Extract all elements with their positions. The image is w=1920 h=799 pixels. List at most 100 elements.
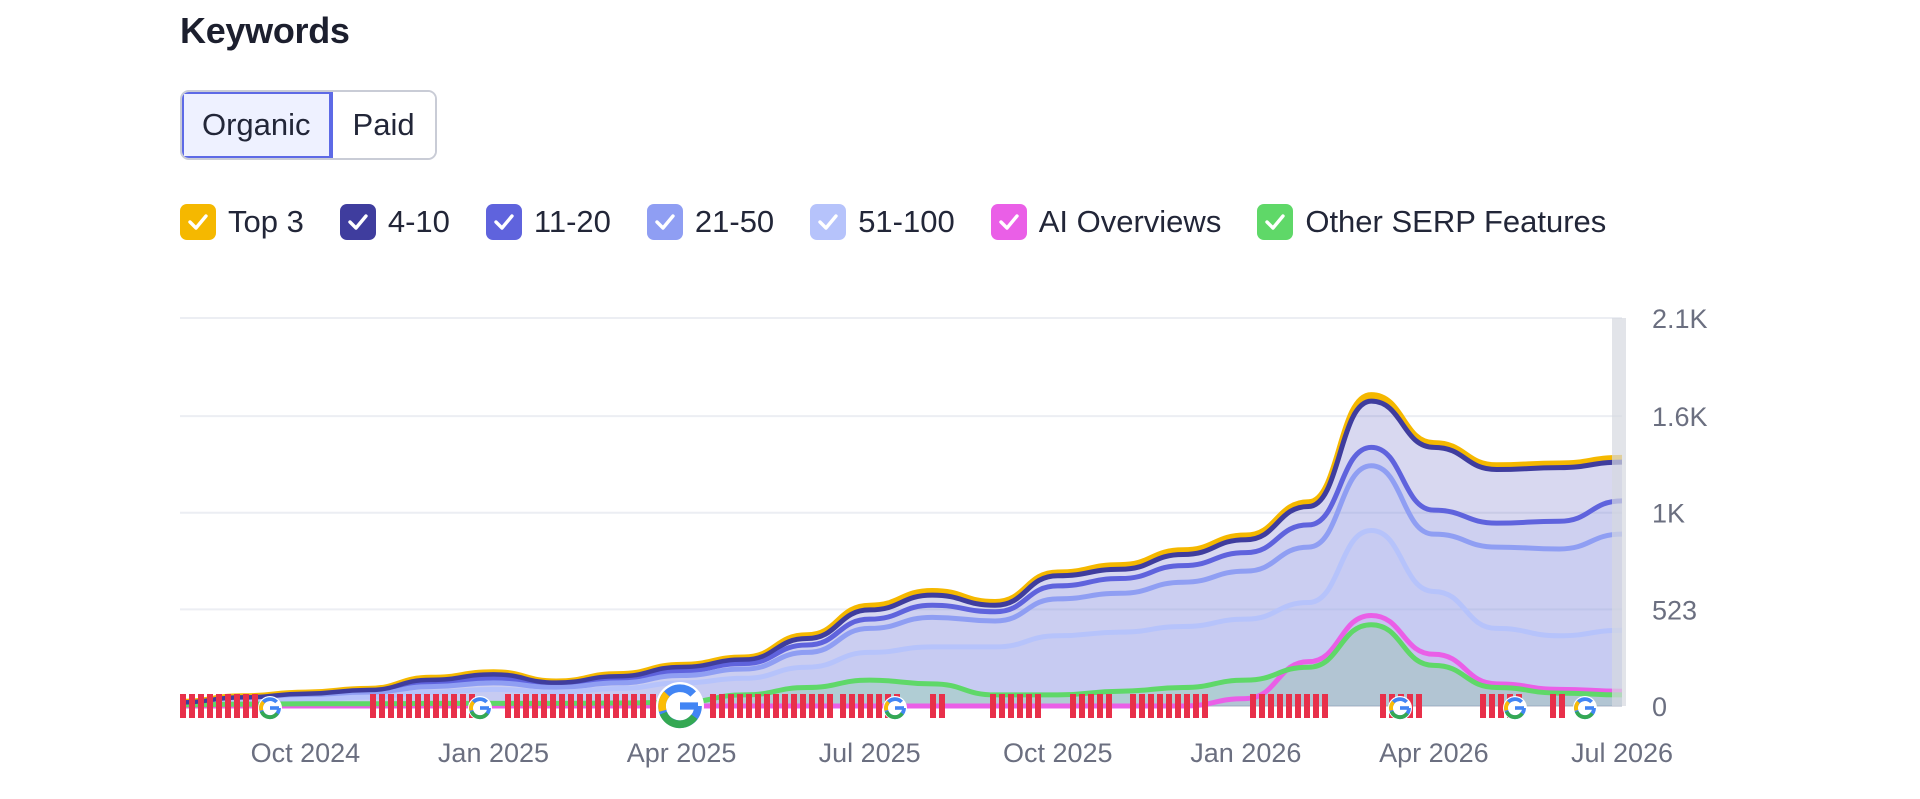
- update-flag[interactable]: [876, 694, 882, 718]
- update-flag[interactable]: [216, 694, 222, 718]
- update-flag[interactable]: [568, 694, 574, 718]
- update-flag[interactable]: [746, 694, 752, 718]
- update-flag[interactable]: [809, 694, 815, 718]
- update-flag[interactable]: [550, 694, 556, 718]
- update-flag[interactable]: [207, 694, 213, 718]
- checkbox-icon[interactable]: [990, 204, 1027, 240]
- checkbox-icon[interactable]: [646, 204, 683, 240]
- checkbox-icon[interactable]: [180, 204, 216, 240]
- checkbox-icon[interactable]: [339, 204, 376, 240]
- update-flag[interactable]: [180, 694, 186, 718]
- update-flag[interactable]: [379, 694, 385, 718]
- update-flag[interactable]: [243, 694, 249, 718]
- update-flag[interactable]: [773, 694, 779, 718]
- update-flag[interactable]: [800, 694, 806, 718]
- update-flag[interactable]: [710, 694, 716, 718]
- update-flag[interactable]: [1130, 694, 1136, 718]
- update-flag[interactable]: [442, 694, 448, 718]
- update-flag[interactable]: [424, 694, 430, 718]
- update-flag[interactable]: [1277, 694, 1283, 718]
- update-flag[interactable]: [755, 694, 761, 718]
- update-flag[interactable]: [1295, 694, 1301, 718]
- update-flag[interactable]: [604, 694, 610, 718]
- google-update-icon[interactable]: [1573, 696, 1597, 720]
- update-flag[interactable]: [939, 694, 945, 718]
- update-flag[interactable]: [719, 694, 725, 718]
- update-flag[interactable]: [1304, 694, 1310, 718]
- update-flag[interactable]: [990, 694, 996, 718]
- update-flag[interactable]: [737, 694, 743, 718]
- update-flag[interactable]: [1480, 694, 1486, 718]
- update-flag[interactable]: [252, 694, 258, 718]
- update-flag[interactable]: [650, 694, 656, 718]
- update-flag[interactable]: [1070, 694, 1076, 718]
- update-flag[interactable]: [1017, 694, 1023, 718]
- update-flag[interactable]: [764, 694, 770, 718]
- update-flag[interactable]: [1035, 694, 1041, 718]
- update-flag[interactable]: [999, 694, 1005, 718]
- legend-11-20[interactable]: 11-20: [485, 204, 611, 240]
- update-flag[interactable]: [1157, 694, 1163, 718]
- update-flag[interactable]: [1416, 694, 1422, 718]
- update-flag[interactable]: [1193, 694, 1199, 718]
- update-flag[interactable]: [1313, 694, 1319, 718]
- google-update-icon[interactable]: [468, 696, 492, 720]
- google-update-icon[interactable]: [1503, 696, 1527, 720]
- update-flag[interactable]: [189, 694, 195, 718]
- update-flag[interactable]: [1489, 694, 1495, 718]
- update-flag[interactable]: [397, 694, 403, 718]
- update-flag[interactable]: [818, 694, 824, 718]
- update-flag[interactable]: [505, 694, 511, 718]
- update-flag[interactable]: [1026, 694, 1032, 718]
- legend-21-50[interactable]: 21-50: [646, 204, 774, 240]
- update-flag[interactable]: [1380, 694, 1386, 718]
- update-flag[interactable]: [1106, 694, 1112, 718]
- update-flag[interactable]: [782, 694, 788, 718]
- update-flag[interactable]: [728, 694, 734, 718]
- legend-4-10[interactable]: 4-10: [339, 204, 450, 240]
- legend-51-100[interactable]: 51-100: [810, 204, 955, 240]
- checkbox-icon[interactable]: [485, 204, 522, 240]
- update-flag[interactable]: [613, 694, 619, 718]
- update-flag[interactable]: [1079, 694, 1085, 718]
- update-flag[interactable]: [930, 694, 936, 718]
- update-flag[interactable]: [523, 694, 529, 718]
- update-flag[interactable]: [1268, 694, 1274, 718]
- update-flag[interactable]: [840, 694, 846, 718]
- checkbox-icon[interactable]: [810, 204, 847, 240]
- update-flag[interactable]: [451, 694, 457, 718]
- update-flag[interactable]: [532, 694, 538, 718]
- google-update-icon[interactable]: [1388, 696, 1412, 720]
- update-flag[interactable]: [433, 694, 439, 718]
- update-flag[interactable]: [849, 694, 855, 718]
- update-flag[interactable]: [577, 694, 583, 718]
- legend-ai-overviews[interactable]: AI Overviews: [990, 204, 1221, 240]
- update-flag[interactable]: [234, 694, 240, 718]
- update-flag[interactable]: [1088, 694, 1094, 718]
- update-flag[interactable]: [415, 694, 421, 718]
- chart-scroll-handle[interactable]: [1612, 318, 1626, 706]
- legend-other-serp-features[interactable]: Other SERP Features: [1257, 204, 1606, 240]
- update-flag[interactable]: [640, 694, 646, 718]
- update-flag[interactable]: [1322, 694, 1328, 718]
- update-flag[interactable]: [858, 694, 864, 718]
- update-flag[interactable]: [631, 694, 637, 718]
- update-flag[interactable]: [460, 694, 466, 718]
- update-flag[interactable]: [1148, 694, 1154, 718]
- tab-organic[interactable]: Organic: [182, 92, 333, 158]
- google-update-icon[interactable]: [883, 696, 907, 720]
- google-update-icon[interactable]: [258, 696, 282, 720]
- update-flag[interactable]: [1184, 694, 1190, 718]
- update-flag[interactable]: [1202, 694, 1208, 718]
- update-flag[interactable]: [198, 694, 204, 718]
- update-flag[interactable]: [1097, 694, 1103, 718]
- update-flag[interactable]: [370, 694, 376, 718]
- update-flag[interactable]: [791, 694, 797, 718]
- update-flag[interactable]: [514, 694, 520, 718]
- update-flag[interactable]: [1175, 694, 1181, 718]
- tab-paid[interactable]: Paid: [332, 92, 435, 158]
- update-flag[interactable]: [1166, 694, 1172, 718]
- update-flag[interactable]: [595, 694, 601, 718]
- update-flag[interactable]: [1286, 694, 1292, 718]
- update-flag[interactable]: [1550, 694, 1556, 718]
